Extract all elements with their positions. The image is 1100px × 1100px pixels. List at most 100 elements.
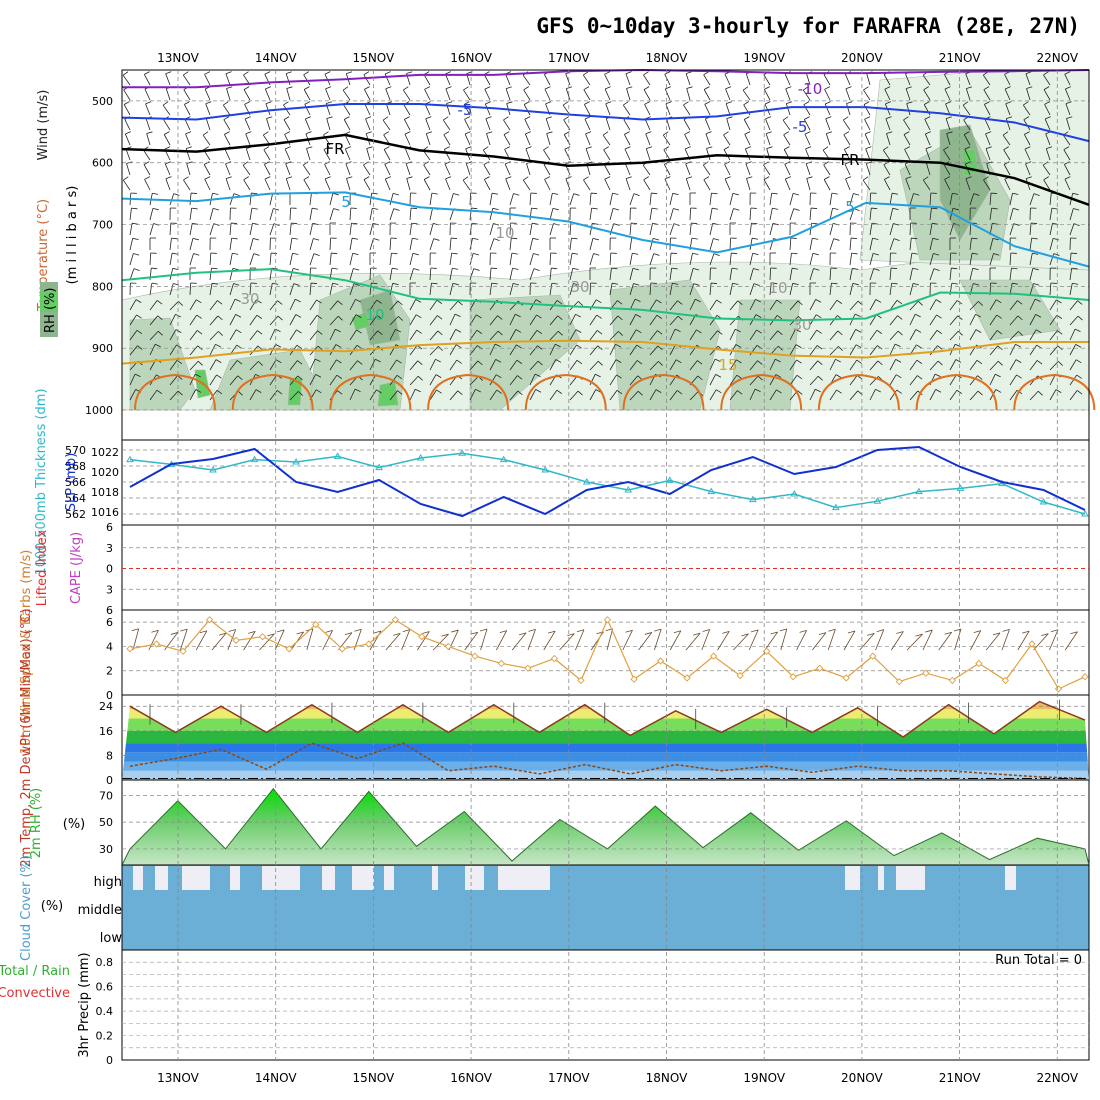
- wind-barb: [1069, 374, 1082, 386]
- wind-barb: [329, 252, 338, 266]
- wind-barb: [969, 267, 979, 281]
- wind-barb: [349, 360, 363, 371]
- wind-barb: [889, 374, 902, 386]
- cloud-clear-gap: [878, 866, 884, 890]
- wind-barb: [804, 116, 811, 131]
- wind-barb: [349, 283, 360, 296]
- wind-barb: [144, 71, 151, 86]
- wind-speed-point: [126, 645, 134, 653]
- wind-barb: [402, 86, 411, 101]
- wind-barb: [849, 267, 859, 281]
- wind-barb: [749, 222, 758, 236]
- wind-barb: [485, 116, 492, 131]
- slp-ylabel: 1000-500mb Thickness (dm) SLP (mb): [34, 388, 79, 575]
- wind-barb: [189, 222, 199, 236]
- wind-barb: [549, 330, 563, 341]
- wind-barb: [989, 267, 996, 280]
- wind-barb: [209, 389, 223, 401]
- wind-barb: [1064, 176, 1071, 191]
- wind-speed-point: [232, 636, 240, 644]
- wind-barb: [369, 282, 378, 296]
- warm-contour-loop: [134, 373, 216, 411]
- wind-barb: [409, 388, 421, 401]
- wind-barb: [949, 192, 959, 206]
- wind-speed-point: [471, 652, 479, 660]
- wind-barb: [946, 131, 953, 146]
- contour-label: 30: [792, 316, 811, 334]
- wind-barb: [1003, 146, 1011, 161]
- wind-barb: [584, 116, 591, 131]
- wind-barb: [729, 300, 743, 311]
- wind-barb: [503, 131, 511, 146]
- wind-barb: [605, 101, 612, 116]
- wind-barb: [225, 176, 232, 191]
- wind-speed-point: [816, 664, 824, 672]
- wind-barb: [689, 283, 700, 296]
- wind-barb: [149, 207, 159, 221]
- cloud-clear-gap: [155, 866, 168, 890]
- wind-barb: [202, 131, 211, 146]
- wind-barb: [949, 389, 963, 401]
- wind-barb: [824, 86, 831, 101]
- pressure-axis: 500 600 700 800 900 1000: [85, 95, 113, 417]
- thickness-point: [292, 458, 300, 465]
- wind-barb: [1049, 330, 1063, 341]
- wind-barb: [389, 252, 398, 266]
- thickness-point: [915, 487, 923, 495]
- wind-barb: [489, 330, 503, 341]
- wind-barb: [564, 146, 571, 161]
- wind-barb: [729, 374, 743, 386]
- wind-barb: [269, 300, 283, 311]
- wind-barb: [624, 131, 631, 146]
- wind-ylabel: 10m Wind Speed & Barbs (m/s): [19, 550, 34, 755]
- cloud-clear-gap: [896, 866, 925, 890]
- wind-barb: [343, 116, 351, 131]
- wind-barb: [969, 329, 982, 341]
- wind-barb: [143, 161, 151, 176]
- wind-barb: [204, 176, 211, 191]
- wind-barb: [329, 222, 336, 235]
- wind-barb: [546, 131, 553, 146]
- wind-barb: [409, 268, 420, 281]
- thickness-tick-label: 562: [65, 508, 86, 521]
- wind-barb: [969, 193, 980, 206]
- wind-barb: [729, 237, 737, 251]
- wind-barb: [849, 193, 860, 206]
- wind-barb: [869, 253, 880, 266]
- wind-tick-label: 6: [106, 616, 113, 629]
- wind-barb: [809, 299, 822, 311]
- wind-barb: [349, 268, 360, 281]
- millibars-label: (m i l l i b a r s): [65, 186, 80, 285]
- wind-barb: [664, 86, 671, 101]
- date-label-bottom: 16NOV: [450, 1071, 492, 1085]
- wind-barb: [189, 345, 203, 356]
- cloud-percent-label: (%): [41, 899, 64, 914]
- wind-barb: [289, 222, 298, 236]
- wind-barb: [669, 252, 678, 266]
- temp-color-band: [122, 770, 1089, 780]
- wind-barb: [409, 329, 422, 341]
- wind-barb: [449, 390, 463, 401]
- wind-barb: [185, 131, 192, 146]
- wind-barb: [709, 358, 721, 371]
- thickness-point: [748, 495, 757, 503]
- wind-barb: [303, 176, 311, 191]
- wind-barb: [629, 360, 643, 371]
- wind-barb: [549, 252, 557, 266]
- rh-tick-label: 30: [99, 843, 113, 856]
- wind-barb: [869, 329, 883, 341]
- wind-barb: [265, 101, 272, 116]
- wind-barb: [382, 116, 391, 131]
- wind-barbs: [122, 71, 1083, 401]
- temp-tick-label: 16: [99, 725, 113, 738]
- thickness-point: [126, 455, 134, 463]
- thickness-point: [582, 478, 591, 485]
- wind-barb: [925, 146, 932, 161]
- wind-barb: [169, 283, 180, 296]
- wind-barb: [129, 282, 137, 296]
- wind-barb: [1064, 71, 1071, 86]
- wind-barb: [689, 268, 700, 281]
- wind-barb: [306, 146, 313, 161]
- wind-barb: [149, 343, 161, 356]
